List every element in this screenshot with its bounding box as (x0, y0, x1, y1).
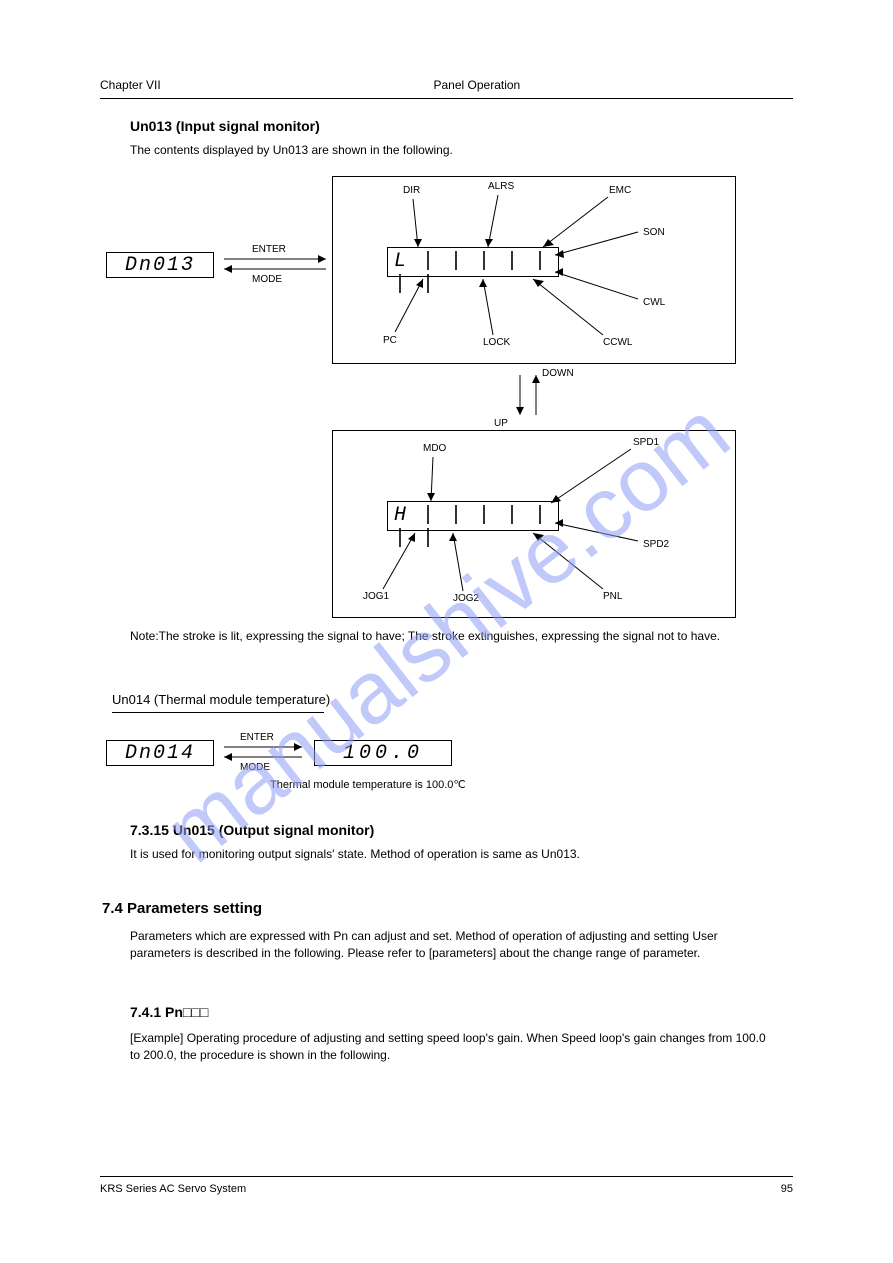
section-title-un014: Un014 (Thermal module temperature) (112, 692, 330, 707)
footer-rule (100, 1176, 793, 1177)
un014-caption: Thermal module temperature is 100.0℃ (270, 778, 670, 794)
un013-signal-box-H: H | | | | | | | MDO SPD1 JOG1 JOG2 PNL S… (332, 430, 736, 618)
pn-body: [Example] Operating procedure of adjusti… (130, 1030, 773, 1065)
un014-underline (112, 712, 324, 713)
un013-footnote: Note:The stroke is lit, expressing the s… (130, 628, 773, 645)
nav-enter-2: ENTER (240, 732, 274, 743)
params-body: Parameters which are expressed with Pn c… (130, 928, 773, 963)
annot-dir: DIR (403, 185, 420, 196)
header-rule (100, 98, 793, 99)
section-title-pn: 7.4.1 Pn□□□ (130, 1004, 208, 1020)
un014-value-display: 100.0 (314, 740, 452, 766)
annot-jog1: JOG1 (363, 591, 389, 602)
annot-spd1: SPD1 (633, 437, 659, 448)
page-header: Chapter VII Panel Operation (100, 78, 793, 92)
annot-pc: PC (383, 335, 397, 346)
annot-alrs: ALRS (488, 181, 514, 192)
section-title-un013: Un013 (Input signal monitor) (130, 118, 320, 134)
nav-mode-1: MODE (252, 274, 282, 285)
page-footer: KRS Series AC Servo System 95 (100, 1183, 793, 1195)
section-title-un015: 7.3.15 Un015 (Output signal monitor) (130, 822, 374, 838)
arrow-enter-mode-2 (218, 740, 308, 764)
annot-pnl: PNL (603, 591, 622, 602)
annot-ccwl: CCWL (603, 337, 632, 348)
section-title-params: 7.4 Parameters setting (102, 900, 262, 917)
un015-intro: It is used for monitoring output signals… (130, 846, 773, 863)
annot-lock: LOCK (483, 337, 510, 348)
annot-spd2: SPD2 (643, 539, 669, 550)
footer-page-num: 95 (781, 1183, 793, 1195)
arrow-enter-mode-1 (218, 252, 332, 276)
un013-signal-box-L: L | | | | | | | DIR ALRS EMC SON PC LOCK… (332, 176, 736, 364)
un013-code-display: Dn013 (106, 252, 214, 278)
un013-display-H: H | | | | | | | (387, 501, 559, 531)
chapter-title: Panel Operation (100, 78, 793, 92)
un013-display-L: L | | | | | | | (387, 247, 559, 277)
annot-mdo: MDO (423, 443, 446, 454)
un014-code-display: Dn014 (106, 740, 214, 766)
footer-left: KRS Series AC Servo System (100, 1183, 246, 1195)
chapter-label: Chapter VII (100, 78, 161, 92)
nav-up: UP (494, 418, 508, 429)
annot-emc: EMC (609, 185, 631, 196)
nav-enter-1: ENTER (252, 244, 286, 255)
annot-son: SON (643, 227, 665, 238)
un013-intro: The contents displayed by Un013 are show… (130, 142, 773, 159)
nav-down: DOWN (542, 368, 574, 379)
annot-jog2: JOG2 (453, 593, 479, 604)
nav-mode-2: MODE (240, 762, 270, 773)
annot-cwl: CWL (643, 297, 665, 308)
